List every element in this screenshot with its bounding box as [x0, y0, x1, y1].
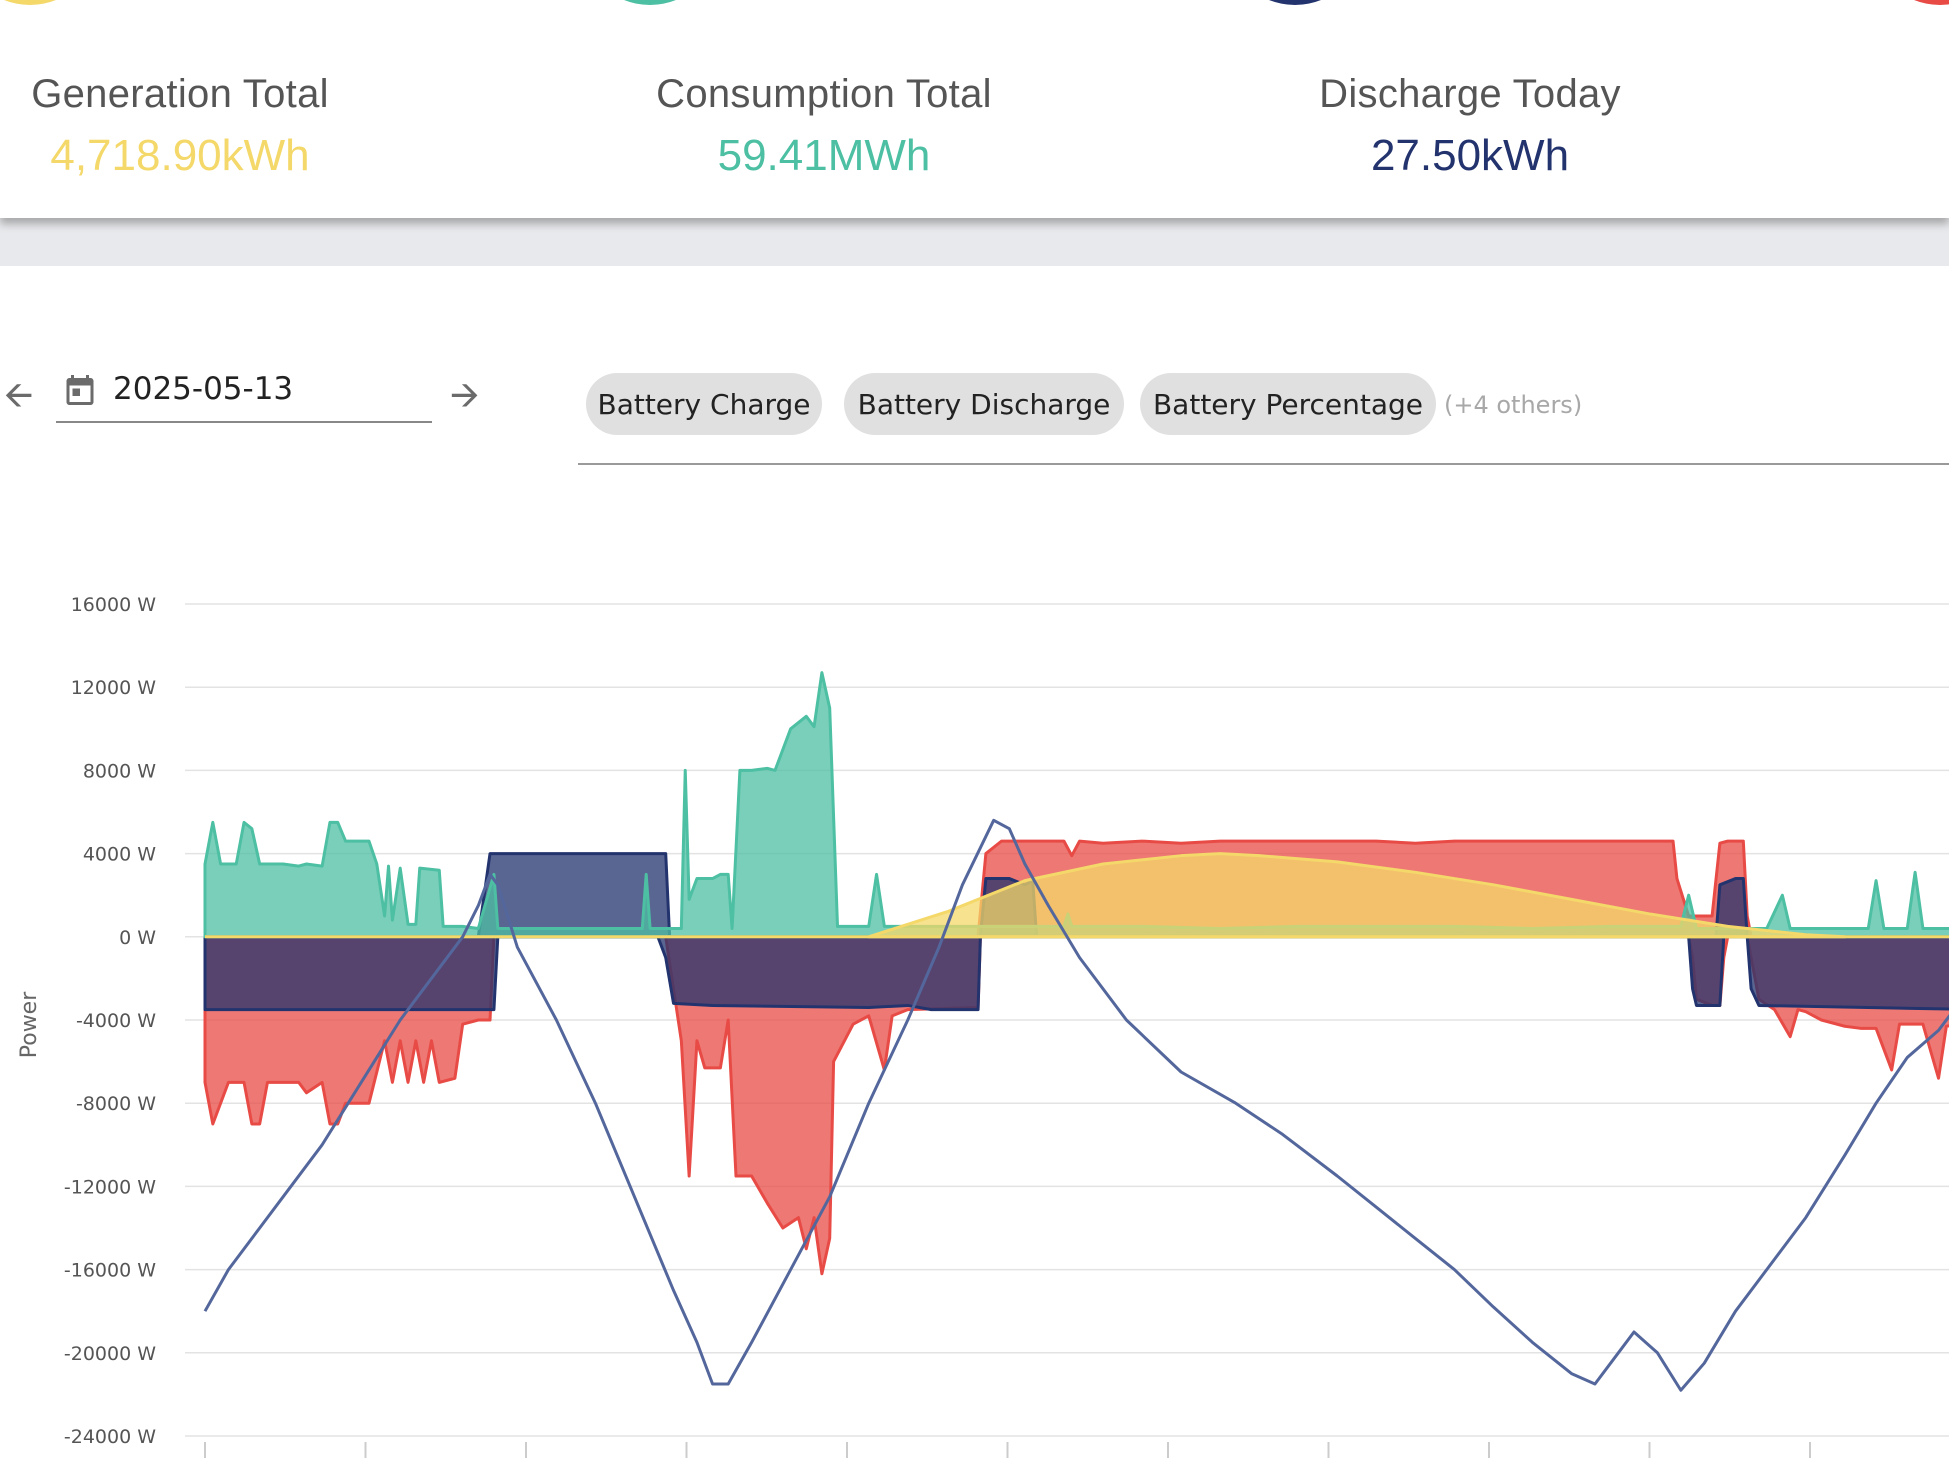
- chip-label: Battery Percentage: [1152, 387, 1424, 421]
- y-tick-label: 0 W: [119, 927, 156, 949]
- discharge-stat: Discharge Today 27.50kWh: [1300, 72, 1640, 181]
- y-tick-label: -4000 W: [76, 1010, 156, 1032]
- y-tick-label: 16000 W: [71, 594, 156, 616]
- chip-battery-percentage[interactable]: Battery Percentage: [1140, 373, 1436, 435]
- y-axis-title: Power: [17, 991, 42, 1058]
- more-series-label: (+4 others): [1444, 391, 1583, 419]
- consumption-circle-icon: [580, 0, 720, 5]
- y-tick-label: 12000 W: [71, 677, 156, 699]
- discharge-label: Discharge Today: [1319, 72, 1621, 116]
- series-area: [203, 671, 1949, 939]
- series-area: [203, 935, 1949, 1012]
- generation-label: Generation Total: [31, 72, 329, 116]
- axis-layer: 16000 W 12000 W 8000 W 4000 W 0 W -4000 W -800…: [64, 594, 1811, 1458]
- discharge-value: 27.50kWh: [1370, 131, 1570, 180]
- date-picker[interactable]: 2025-05-13: [56, 361, 432, 423]
- date-value: 2025-05-13: [113, 371, 294, 407]
- chip-label: Battery Charge: [597, 387, 811, 421]
- arrow-right-icon[interactable]: 🡪: [450, 374, 480, 415]
- y-tick-label: -12000 W: [64, 1176, 156, 1198]
- y-tick-label: -20000 W: [64, 1343, 156, 1365]
- generation-stat: Generation Total 4,718.90kWh: [20, 72, 340, 181]
- arrow-left-icon[interactable]: 🡨: [4, 374, 34, 415]
- chip-battery-charge[interactable]: Battery Charge: [586, 373, 822, 435]
- y-tick-label: 8000 W: [83, 760, 156, 782]
- grid-circle-icon: [1870, 0, 1949, 5]
- generation-value: 4,718.90kWh: [50, 131, 310, 180]
- y-tick-label: -8000 W: [76, 1093, 156, 1115]
- chart-controls: 🡨 2025-05-13 🡪 Battery Charge Battery Di…: [0, 355, 1949, 465]
- generation-circle-icon: [0, 0, 100, 5]
- series-area: [867, 852, 1847, 939]
- consumption-label: Consumption Total: [656, 72, 992, 116]
- area-layer: [203, 671, 1949, 1276]
- summary-panel: Generation Total 4,718.90kWh Consumption…: [0, 0, 1949, 218]
- chip-label: Battery Discharge: [857, 387, 1111, 421]
- consumption-value: 59.41MWh: [717, 131, 931, 180]
- battery-percentage-line: [203, 818, 1949, 1392]
- y-tick-label: 4000 W: [83, 844, 156, 866]
- y-tick-label: -16000 W: [64, 1260, 156, 1282]
- series-selector[interactable]: Battery Charge Battery Discharge Battery…: [578, 373, 1949, 465]
- power-chart: 16000 W 12000 W 8000 W 4000 W 0 W -4000 W -800…: [17, 594, 1949, 1458]
- section-divider: [0, 218, 1949, 266]
- y-tick-label: -24000 W: [64, 1426, 156, 1448]
- line-layer: [203, 818, 1949, 1392]
- consumption-stat: Consumption Total 59.41MWh: [644, 72, 1004, 181]
- discharge-circle-icon: [1225, 0, 1365, 5]
- calendar-icon: [66, 375, 94, 405]
- chip-battery-discharge[interactable]: Battery Discharge: [844, 373, 1124, 435]
